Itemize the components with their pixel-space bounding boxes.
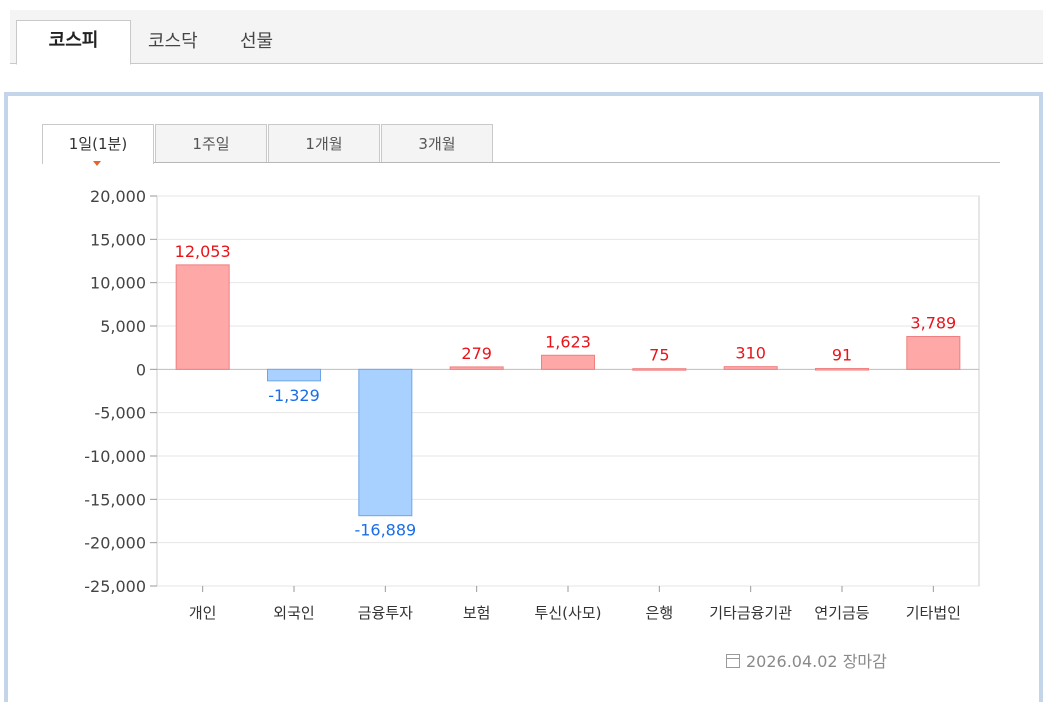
bar <box>175 264 230 370</box>
tab-kospi[interactable]: 코스피 <box>16 20 131 65</box>
tab-3month[interactable]: 3개월 <box>381 124 493 162</box>
x-tick-label: 보험 <box>463 604 491 622</box>
bar <box>358 368 413 517</box>
bar <box>723 366 778 370</box>
date-label: 2026.04.02 장마감 <box>746 652 887 671</box>
y-tick-label: -15,000 <box>84 490 146 509</box>
x-tick-label: 은행 <box>646 604 674 622</box>
tab-kosdaq[interactable]: 코스닥 <box>148 31 198 52</box>
y-tick-label: -25,000 <box>84 577 146 596</box>
chart-panel <box>4 92 1043 702</box>
x-tick-label: 연기금등 <box>814 604 869 622</box>
data-label: 310 <box>735 344 766 363</box>
data-label: 3,789 <box>910 313 956 332</box>
tab-futures[interactable]: 선물 <box>240 31 274 52</box>
bar <box>541 354 595 370</box>
x-tick-label: 기타금융기관 <box>709 604 792 622</box>
y-tick-label: -5,000 <box>94 404 146 423</box>
data-label: 91 <box>832 346 852 365</box>
x-tick-label: 개인 <box>189 604 217 622</box>
y-tick-label: 0 <box>136 360 146 379</box>
x-tick-label: 금융투자 <box>358 604 413 622</box>
market-tabs: 코스피 코스닥 선물 <box>10 10 1043 65</box>
data-label: 1,623 <box>545 332 591 351</box>
data-label: 279 <box>461 344 492 363</box>
data-label: -1,329 <box>268 386 320 405</box>
y-tick-label: 10,000 <box>90 274 146 293</box>
tab-1day[interactable]: 1일(1분) <box>42 124 154 166</box>
x-tick-label: 외국인 <box>273 604 314 622</box>
data-label: 75 <box>649 346 669 365</box>
x-tick-label: 투신(사모) <box>535 604 602 622</box>
y-tick-label: 5,000 <box>100 317 146 336</box>
bar <box>449 366 504 370</box>
bar <box>632 368 687 371</box>
period-tabs: 1일(1분) 1주일 1개월 3개월 <box>42 122 1000 166</box>
x-tick-label: 기타법인 <box>906 604 961 622</box>
y-tick-label: 20,000 <box>90 187 146 206</box>
data-label: 12,053 <box>175 242 231 261</box>
y-tick-label: 15,000 <box>90 230 146 249</box>
bar <box>267 368 321 382</box>
y-tick-label: -20,000 <box>84 534 146 553</box>
market-close-date: 2026.04.02 장마감 <box>726 648 887 672</box>
tab-1week[interactable]: 1주일 <box>155 124 267 162</box>
y-tick-label: -10,000 <box>84 447 146 466</box>
tab-1month[interactable]: 1개월 <box>268 124 380 162</box>
data-label: -16,889 <box>354 521 416 540</box>
selected-caret-icon <box>93 161 101 166</box>
tab-1day-label: 1일(1분) <box>68 135 128 153</box>
bar <box>815 368 869 371</box>
bar <box>906 335 961 370</box>
calendar-icon <box>726 654 740 668</box>
